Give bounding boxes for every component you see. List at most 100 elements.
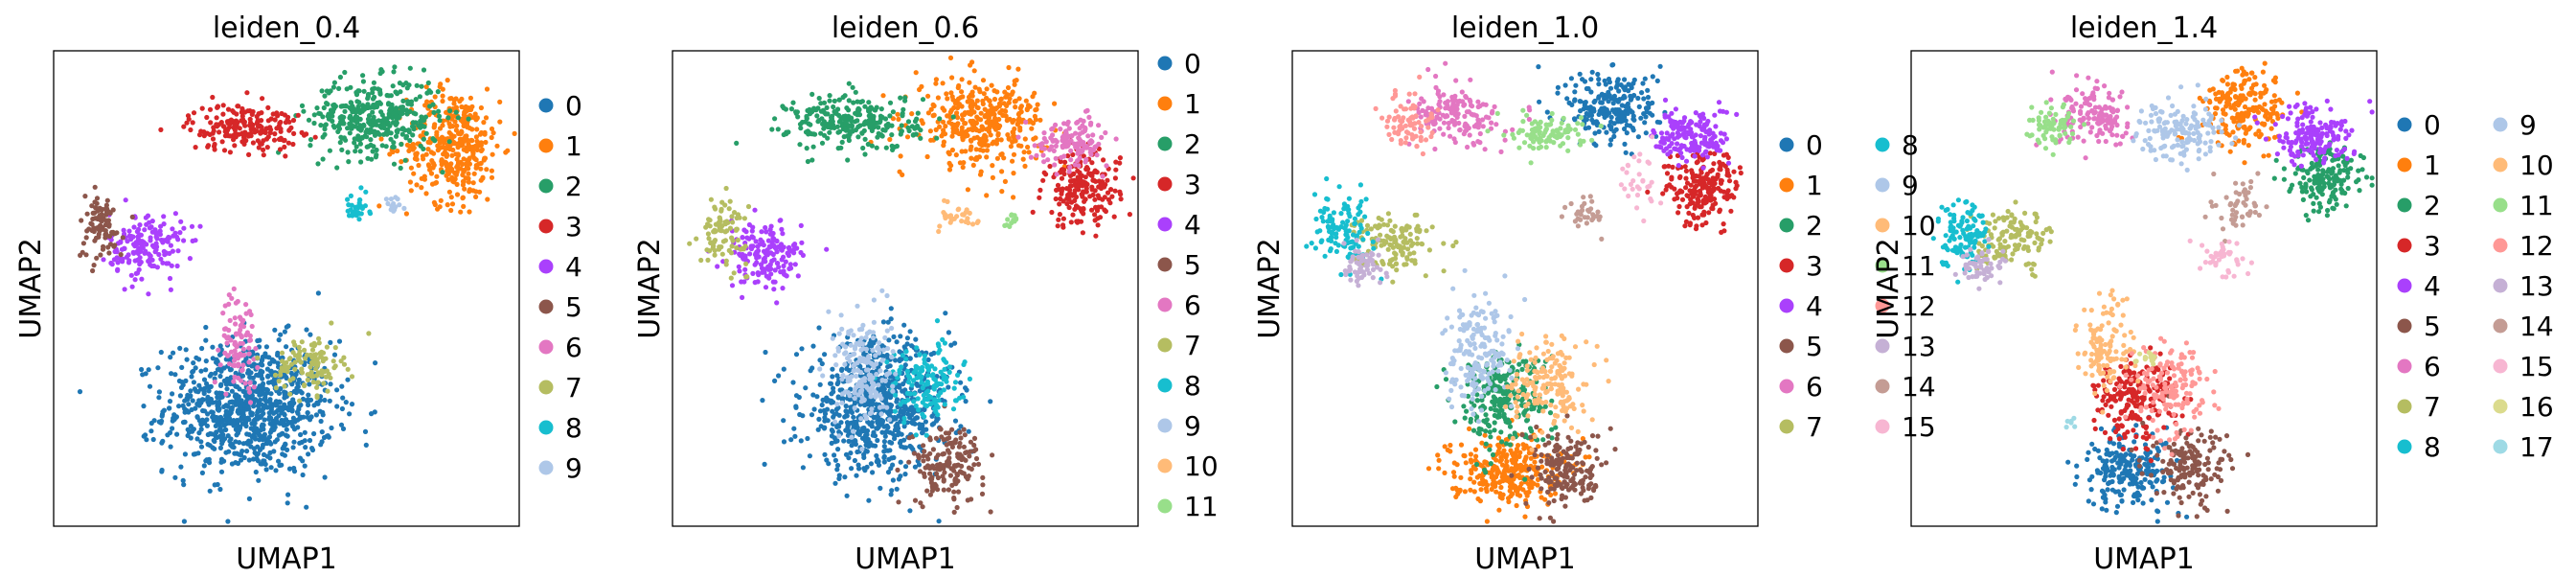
scatter-point <box>325 388 331 394</box>
scatter-point <box>363 129 369 135</box>
scatter-point <box>338 134 344 140</box>
scatter-point <box>708 196 715 202</box>
scatter-point <box>852 457 858 464</box>
scatter-point <box>267 455 273 461</box>
scatter-point <box>283 364 288 370</box>
scatter-point <box>285 447 290 452</box>
scatter-point <box>921 443 926 449</box>
scatter-point <box>839 366 845 372</box>
scatter-point <box>1053 122 1059 127</box>
scatter-point <box>226 415 233 422</box>
scatter-point <box>238 351 243 357</box>
legend-marker <box>538 259 554 274</box>
scatter-point <box>870 383 877 389</box>
scatter-point <box>1066 141 1072 147</box>
scatter-point <box>831 104 836 110</box>
scatter-point <box>1013 138 1018 144</box>
scatter-point <box>906 459 912 465</box>
scatter-point <box>100 226 105 232</box>
scatter-point <box>1001 101 1007 106</box>
scatter-point <box>273 399 279 404</box>
scatter-point <box>287 391 293 397</box>
scatter-point <box>898 334 903 339</box>
scatter-point <box>1051 148 1057 153</box>
scatter-point <box>370 149 376 154</box>
scatter-point <box>79 218 84 223</box>
scatter-point <box>425 147 431 152</box>
scatter-point <box>887 136 893 143</box>
scatter-point <box>1054 187 1060 193</box>
scatter-point <box>168 355 173 360</box>
scatter-point <box>472 111 478 117</box>
scatter-point <box>753 239 759 244</box>
scatter-point <box>308 364 313 370</box>
scatter-point <box>357 149 363 154</box>
scatter-point <box>806 121 811 127</box>
scatter-point <box>958 380 964 385</box>
scatter-point <box>792 242 798 247</box>
scatter-point <box>949 444 956 450</box>
scatter-point <box>946 463 951 469</box>
scatter-point <box>969 221 976 227</box>
scatter-point <box>172 474 178 480</box>
scatter-point <box>1041 159 1047 165</box>
scatter-point <box>842 361 848 367</box>
scatter-point <box>1055 182 1061 188</box>
scatter-point <box>887 417 893 423</box>
scatter-point <box>1058 127 1063 132</box>
scatter-point <box>780 104 786 109</box>
scatter-point <box>835 462 841 469</box>
scatter-point <box>451 101 457 106</box>
scatter-point <box>285 500 290 506</box>
scatter-point <box>343 400 349 405</box>
scatter-point <box>868 394 874 400</box>
scatter-point <box>931 386 937 392</box>
scatter-point <box>959 219 965 224</box>
scatter-point <box>159 440 165 446</box>
scatter-point <box>960 164 966 171</box>
legend-marker <box>538 299 554 314</box>
scatter-point <box>904 341 910 347</box>
cluster-points-11 <box>1002 212 1019 229</box>
scatter-point <box>235 356 240 361</box>
scatter-point <box>238 327 243 333</box>
scatter-point <box>410 124 416 129</box>
scatter-point <box>275 407 281 413</box>
scatter-point <box>397 114 402 120</box>
scatter-point <box>951 104 957 110</box>
scatter-point <box>290 350 296 356</box>
scatter-point <box>250 140 256 146</box>
scatter-point <box>913 70 919 76</box>
scatter-point <box>132 243 138 249</box>
scatter-point <box>1092 169 1098 174</box>
scatter-point <box>961 111 968 118</box>
scatter-point <box>181 124 187 129</box>
scatter-point <box>445 172 450 177</box>
scatter-point <box>195 389 201 395</box>
scatter-point <box>217 343 223 349</box>
scatter-point <box>710 245 716 251</box>
scatter-point <box>249 111 255 117</box>
scatter-point <box>947 219 953 225</box>
scatter-point <box>220 311 226 316</box>
scatter-point <box>271 358 277 364</box>
scatter-point <box>445 202 450 208</box>
scatter-point <box>863 437 869 443</box>
scatter-point <box>358 159 364 165</box>
scatter-point <box>764 273 769 279</box>
scatter-point <box>193 238 198 243</box>
scatter-point <box>939 381 945 387</box>
scatter-point <box>328 339 333 345</box>
scatter-point <box>942 366 947 372</box>
scatter-point <box>394 128 399 134</box>
scatter-point <box>322 474 328 480</box>
scatter-point <box>810 144 816 150</box>
scatter-point <box>922 360 927 366</box>
scatter-point <box>271 410 277 416</box>
scatter-point <box>1117 160 1123 166</box>
scatter-point <box>974 219 980 225</box>
scatter-point <box>272 372 279 378</box>
scatter-point <box>1005 84 1012 91</box>
scatter-point <box>402 157 408 163</box>
scatter-point <box>1066 126 1072 131</box>
